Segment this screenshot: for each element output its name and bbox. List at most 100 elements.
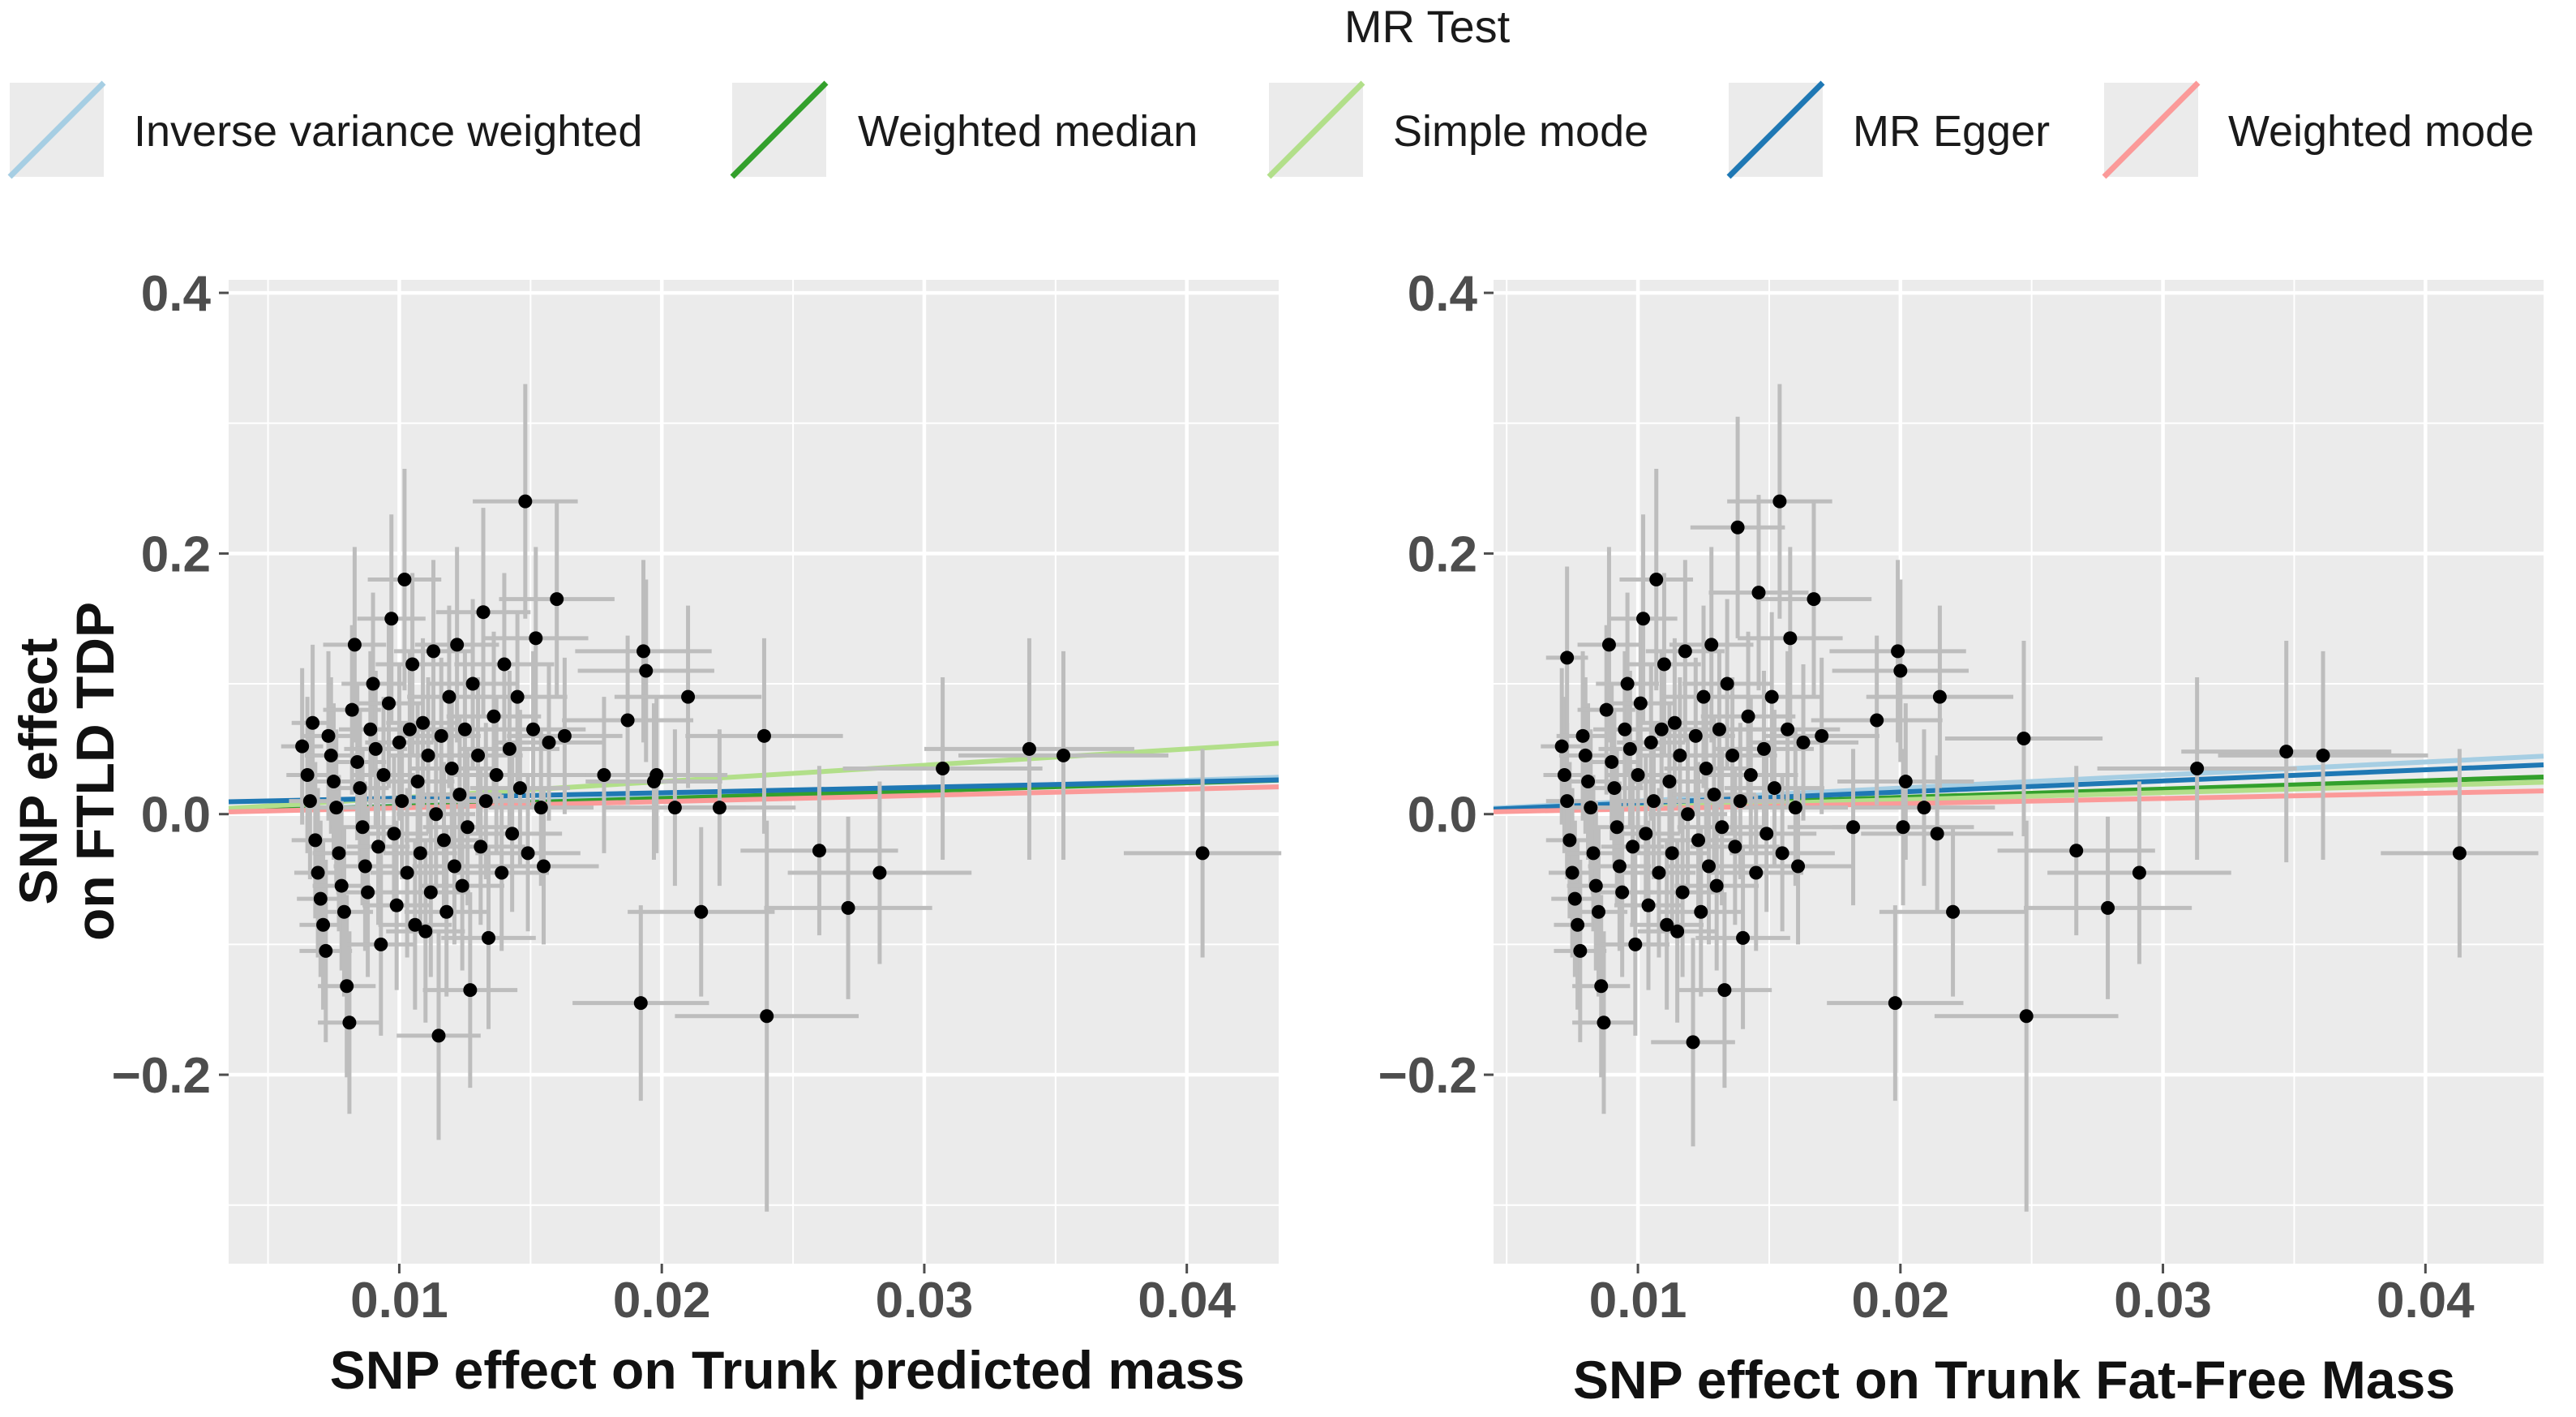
chart-right-point-70 xyxy=(1743,768,1758,783)
chart-left-point-2 xyxy=(302,794,317,809)
chart-right-point-65 xyxy=(1728,839,1742,854)
chart-right-point-2 xyxy=(1560,794,1575,809)
chart-right-point-21 xyxy=(1607,781,1622,796)
chart-right-xticks: 0.01 0.02 0.03 0.04 xyxy=(1589,1264,2475,1329)
chart-left-point-8 xyxy=(306,715,320,730)
chart-right-point-12 xyxy=(1584,801,1598,815)
chart-right-point-73 xyxy=(1756,741,1771,756)
chart-left-ytick-label-1: 0.0 xyxy=(141,788,211,844)
chart-right-point-45 xyxy=(1670,924,1685,938)
chart-left-point-90 xyxy=(639,663,654,678)
chart-right-point-3 xyxy=(1562,833,1577,848)
chart-right-point-39 xyxy=(1654,722,1669,736)
chart-right-point-4 xyxy=(1565,865,1579,880)
chart-right-x-axis-title: SNP effect on Trunk Fat-Free Mass xyxy=(1573,1350,2455,1410)
chart-left-point-30 xyxy=(376,768,391,783)
chart-left-point-63 xyxy=(465,676,480,691)
chart-right-point-71 xyxy=(1749,865,1764,880)
chart-left-point-73 xyxy=(502,741,516,756)
chart-left-point-76 xyxy=(512,781,527,796)
legend-item-weighted-median: Weighted median xyxy=(730,80,1198,179)
chart-left-point-105 xyxy=(1195,846,1210,861)
chart-left-point-33 xyxy=(387,827,401,841)
chart-right-point-75 xyxy=(1764,689,1779,704)
chart-right-point-1 xyxy=(1557,768,1571,783)
chart-right-point-64 xyxy=(1725,748,1740,762)
chart-right-point-43 xyxy=(1665,846,1679,861)
chart-right-yticks: −0.2 0.0 0.2 0.4 xyxy=(1378,266,1494,1104)
chart-right-point-20 xyxy=(1605,754,1619,769)
chart-left-point-23 xyxy=(358,859,372,874)
chart-right-point-66 xyxy=(1730,520,1745,535)
chart-right-ytick-label-1: 0.0 xyxy=(1408,788,1477,844)
chart-left-point-101 xyxy=(872,865,887,880)
chart-left-point-85 xyxy=(557,728,572,743)
chart-right-ytick-label-2: 0.2 xyxy=(1408,526,1477,582)
chart-left-point-16 xyxy=(340,979,354,994)
chart-left-point-93 xyxy=(667,801,682,815)
chart-left-point-99 xyxy=(812,844,826,858)
chart-left-point-74 xyxy=(505,827,520,841)
chart-left-point-83 xyxy=(542,735,556,749)
chart-left-point-72 xyxy=(497,657,512,672)
chart-left-point-0 xyxy=(295,739,310,754)
chart-right-xtick-label-2: 0.03 xyxy=(2114,1273,2212,1329)
legend-label-weighted-median: Weighted median xyxy=(858,107,1198,156)
chart-right-point-46 xyxy=(1673,748,1687,762)
chart-right-point-90 xyxy=(1893,663,1908,678)
chart-right-point-32 xyxy=(1636,612,1651,626)
chart-left-point-43 xyxy=(413,846,427,861)
chart-left-point-61 xyxy=(461,820,475,835)
chart-right-point-95 xyxy=(1946,904,1961,919)
chart-left-point-9 xyxy=(321,728,336,743)
chart-left-point-42 xyxy=(410,775,425,789)
chart-left-point-92 xyxy=(649,768,664,783)
chart-left-point-27 xyxy=(368,741,383,756)
chart-right-point-77 xyxy=(1772,494,1787,509)
chart-left-xtick-label-2: 0.03 xyxy=(876,1273,974,1329)
chart-left-point-14 xyxy=(334,878,349,893)
chart-left-point-4 xyxy=(311,865,325,880)
chart-right-xtick-label-1: 0.02 xyxy=(1851,1273,1949,1329)
chart-right-point-16 xyxy=(1594,979,1609,994)
chart-left-point-100 xyxy=(841,900,855,915)
chart-right-point-15 xyxy=(1592,904,1605,919)
chart-right-point-105 xyxy=(2452,846,2467,861)
chart-left-yticks: −0.2 0.0 0.2 0.4 xyxy=(112,266,229,1104)
chart-right-point-29 xyxy=(1628,937,1643,951)
legend-line-simple-mode xyxy=(1267,80,1365,179)
chart-right-point-38 xyxy=(1652,865,1666,880)
chart-right-point-69 xyxy=(1741,709,1755,724)
chart-left-point-89 xyxy=(636,644,651,659)
chart-right-point-28 xyxy=(1626,839,1640,854)
chart-right-point-34 xyxy=(1641,898,1656,912)
chart-right-point-6 xyxy=(1571,917,1585,932)
chart-right-point-25 xyxy=(1618,722,1632,736)
chart-left-ytick-label-0: −0.2 xyxy=(112,1048,211,1104)
chart-left-point-87 xyxy=(620,713,635,728)
legend-line-mr-egger xyxy=(1726,80,1825,179)
chart-right-point-89 xyxy=(1891,644,1905,659)
chart-left-point-32 xyxy=(384,612,399,626)
chart-right-point-54 xyxy=(1696,689,1711,704)
chart-left-point-64 xyxy=(471,748,486,762)
chart-right-point-30 xyxy=(1631,768,1645,783)
chart-right-point-50 xyxy=(1686,1035,1700,1050)
chart-right-point-18 xyxy=(1599,702,1614,717)
legend-label-simple-mode: Simple mode xyxy=(1393,107,1648,156)
chart-left-point-46 xyxy=(421,748,435,762)
chart-right-point-27 xyxy=(1622,741,1637,756)
chart-right-point-31 xyxy=(1633,696,1648,711)
chart-left-point-78 xyxy=(521,846,535,861)
chart-right-point-42 xyxy=(1662,775,1677,789)
chart-left-point-71 xyxy=(495,865,509,880)
chart-left-point-3 xyxy=(308,833,323,848)
chart-right-point-78 xyxy=(1775,846,1789,861)
chart-right-point-99 xyxy=(2069,844,2084,858)
chart-left-point-15 xyxy=(336,904,351,919)
chart-left-point-36 xyxy=(395,794,409,809)
chart-right-point-74 xyxy=(1759,827,1774,841)
chart-right-point-96 xyxy=(1930,827,1944,841)
chart-left-point-82 xyxy=(537,859,551,874)
chart-left-point-70 xyxy=(489,768,504,783)
